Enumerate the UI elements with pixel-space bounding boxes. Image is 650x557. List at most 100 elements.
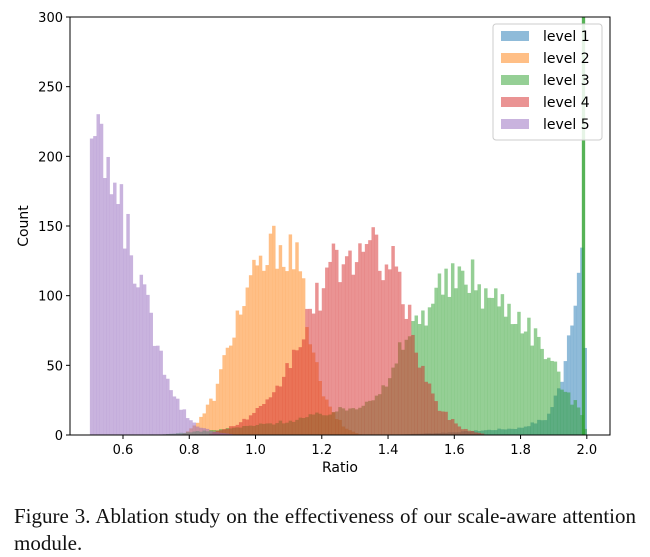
bar — [166, 378, 170, 435]
bar — [159, 350, 163, 435]
bar — [338, 282, 342, 435]
bar — [460, 270, 465, 435]
bar — [235, 424, 240, 435]
chart-legend: level 1 level 2 level 3 level 4 level 5 — [492, 23, 603, 141]
bar — [401, 304, 405, 435]
bar — [581, 17, 586, 435]
bar — [368, 240, 372, 435]
bar — [457, 426, 462, 435]
bar — [99, 123, 104, 435]
bar — [225, 433, 230, 435]
bar — [480, 433, 485, 435]
legend-swatch — [501, 53, 529, 63]
bar — [447, 296, 452, 435]
bar — [285, 363, 289, 435]
bar — [119, 184, 124, 435]
bar — [262, 404, 266, 435]
bar — [470, 430, 475, 435]
bar — [477, 284, 481, 435]
x-tick-label: 1.6 — [444, 443, 465, 458]
legend-swatch — [501, 75, 529, 85]
bar — [89, 138, 94, 435]
bar — [315, 282, 319, 435]
bar — [265, 399, 269, 435]
legend-label: level 2 — [543, 51, 590, 67]
bar — [374, 234, 379, 435]
bar — [503, 316, 508, 435]
bar — [437, 273, 442, 435]
bar — [295, 242, 299, 435]
bar — [229, 426, 233, 435]
bar — [219, 432, 223, 435]
bar — [248, 275, 253, 435]
x-tick-label: 0.8 — [179, 443, 200, 458]
bar — [238, 422, 243, 435]
bar — [414, 352, 419, 435]
y-axis-label: Count — [16, 205, 32, 247]
bar — [113, 182, 117, 435]
bar — [444, 411, 448, 435]
bar — [301, 339, 306, 435]
x-tick-label: 1.0 — [245, 443, 266, 458]
x-tick-label: 0.6 — [113, 443, 134, 458]
bar — [351, 274, 356, 435]
bar — [219, 430, 223, 435]
bar — [454, 423, 458, 435]
bar — [484, 288, 488, 435]
bar — [272, 225, 276, 435]
bar — [182, 409, 187, 435]
bar — [497, 306, 501, 435]
bar — [93, 136, 97, 435]
x-tick-label: 1.4 — [378, 443, 399, 458]
bar — [384, 264, 389, 435]
bar — [222, 433, 226, 435]
bar — [291, 349, 296, 435]
bar — [335, 249, 339, 435]
bar — [202, 428, 206, 435]
bar — [176, 398, 180, 435]
bar — [570, 404, 574, 435]
bar — [583, 347, 587, 435]
bar — [199, 416, 203, 435]
bar — [219, 369, 223, 435]
bar — [467, 430, 472, 435]
bar — [361, 251, 365, 435]
bar — [447, 420, 452, 435]
bar — [407, 304, 412, 435]
bar — [540, 348, 544, 435]
bar — [288, 234, 293, 435]
bar — [434, 401, 438, 435]
bar — [282, 266, 286, 435]
bar — [222, 355, 226, 435]
x-tick-label: 2.0 — [576, 443, 597, 458]
bar — [311, 313, 316, 435]
bar — [255, 265, 259, 435]
bar — [229, 433, 233, 435]
y-tick-label: 0 — [55, 429, 63, 444]
bar — [411, 334, 415, 435]
bar — [321, 288, 326, 435]
bar — [282, 376, 286, 435]
histogram-bars — [89, 17, 587, 435]
bar — [242, 418, 246, 435]
bar — [500, 294, 505, 435]
bar — [537, 336, 541, 435]
bar — [229, 345, 233, 435]
bar — [238, 314, 243, 435]
bar — [109, 194, 114, 435]
bar — [424, 381, 428, 435]
bar — [460, 429, 465, 435]
bar — [136, 287, 140, 435]
bar — [490, 297, 495, 435]
bar — [209, 398, 213, 435]
bar — [450, 263, 455, 435]
bar — [185, 418, 190, 435]
bar — [129, 255, 134, 435]
legend-swatch — [501, 119, 529, 129]
bar — [573, 305, 578, 435]
bar — [265, 265, 269, 435]
bar — [278, 386, 283, 435]
bar — [556, 371, 561, 435]
bar — [209, 430, 213, 435]
bar — [142, 284, 147, 435]
